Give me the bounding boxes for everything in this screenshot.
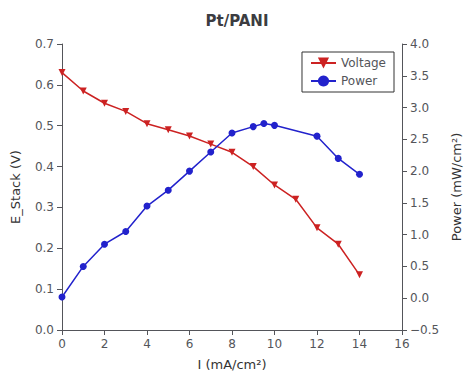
svg-text:3.5: 3.5 <box>410 69 429 83</box>
svg-text:6: 6 <box>186 337 194 351</box>
svg-text:2: 2 <box>101 337 109 351</box>
svg-text:0.6: 0.6 <box>35 78 54 92</box>
svg-text:3.0: 3.0 <box>410 101 429 115</box>
svg-text:0.0: 0.0 <box>410 291 429 305</box>
svg-text:Power: Power <box>341 74 377 88</box>
svg-text:1.0: 1.0 <box>410 228 429 242</box>
svg-text:0.5: 0.5 <box>35 119 54 133</box>
svg-text:1.5: 1.5 <box>410 196 429 210</box>
svg-text:E_Stack (V): E_Stack (V) <box>8 150 23 224</box>
svg-text:0: 0 <box>58 337 66 351</box>
svg-text:4: 4 <box>143 337 151 351</box>
svg-text:−0.5: −0.5 <box>410 323 439 337</box>
svg-text:0.0: 0.0 <box>35 323 54 337</box>
svg-text:16: 16 <box>394 337 409 351</box>
svg-text:2.0: 2.0 <box>410 164 429 178</box>
svg-text:0.1: 0.1 <box>35 282 54 296</box>
svg-text:14: 14 <box>352 337 367 351</box>
svg-text:8: 8 <box>228 337 236 351</box>
svg-text:10: 10 <box>267 337 282 351</box>
svg-text:0.7: 0.7 <box>35 37 54 51</box>
svg-text:0.3: 0.3 <box>35 200 54 214</box>
svg-text:2.5: 2.5 <box>410 132 429 146</box>
svg-text:0.4: 0.4 <box>35 160 54 174</box>
svg-text:0.2: 0.2 <box>35 241 54 255</box>
svg-text:12: 12 <box>309 337 324 351</box>
svg-text:4.0: 4.0 <box>410 37 429 51</box>
svg-text:Voltage: Voltage <box>341 56 386 70</box>
svg-text:Pt/PANI: Pt/PANI <box>205 12 268 30</box>
svg-text:0.5: 0.5 <box>410 259 429 273</box>
svg-text:Power (mW/cm²): Power (mW/cm²) <box>449 133 464 242</box>
svg-text:I (mA/cm²): I (mA/cm²) <box>197 357 266 372</box>
